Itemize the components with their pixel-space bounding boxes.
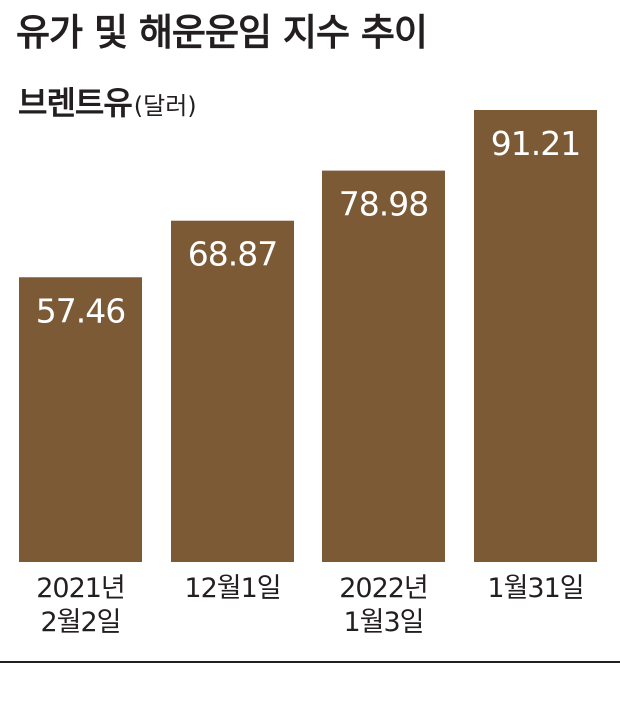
bar-3 — [474, 110, 597, 562]
unit-label: (달러) — [133, 92, 197, 120]
bar-1 — [171, 220, 294, 562]
series-label: 브렌트유(달러) — [18, 78, 197, 124]
bar-2 — [322, 170, 445, 563]
bar-0 — [19, 277, 142, 562]
baseline-rule — [0, 661, 620, 663]
category-label: 2022년 — [339, 573, 428, 604]
category-label: 12월1일 — [184, 573, 280, 604]
bar-value-label: 91.21 — [491, 124, 580, 163]
bar-value-label: 57.46 — [36, 291, 125, 330]
category-label: 1월3일 — [343, 607, 423, 638]
bar-value-label: 78.98 — [339, 185, 428, 224]
series-name: 브렌트유 — [18, 84, 133, 122]
category-label: 2021년 — [36, 573, 125, 604]
chart-title: 유가 및 해운운임 지수 추이 — [16, 11, 428, 54]
category-label: 1월31일 — [487, 573, 583, 604]
bar-value-label: 68.87 — [188, 235, 277, 274]
category-label: 2월2일 — [40, 607, 120, 638]
